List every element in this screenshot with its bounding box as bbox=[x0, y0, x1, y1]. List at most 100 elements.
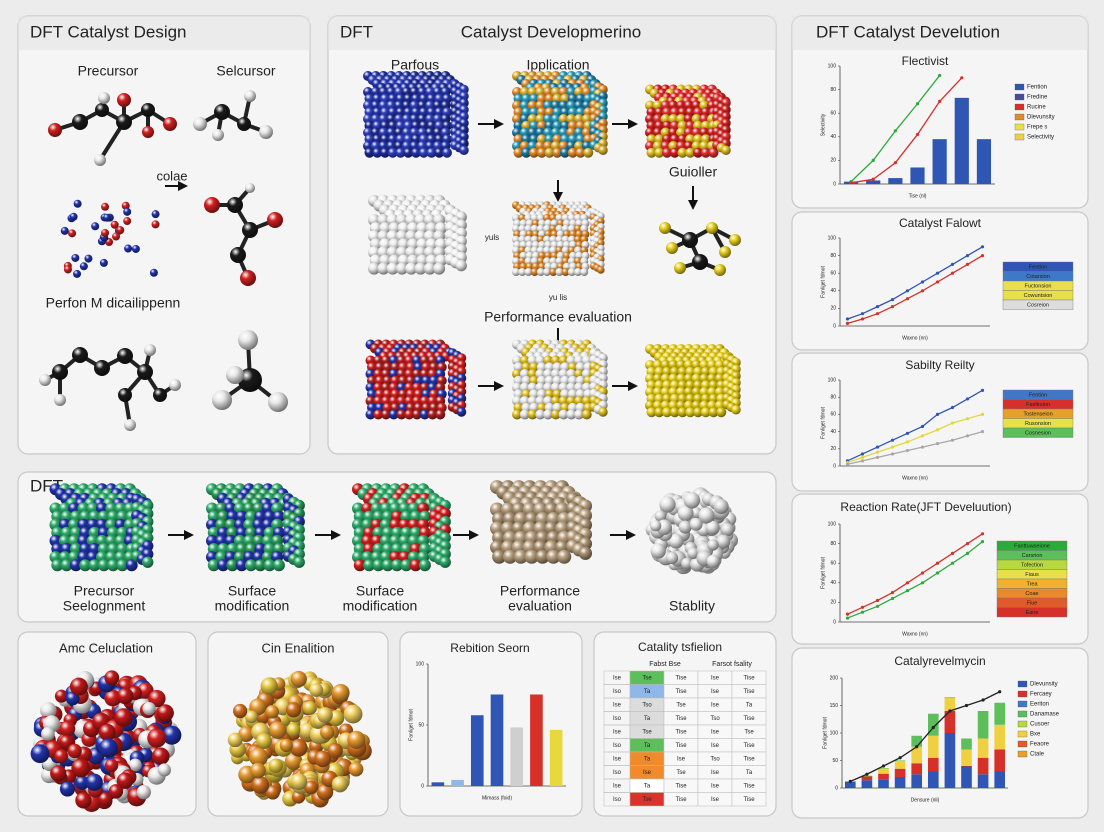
atom bbox=[48, 123, 62, 137]
atom bbox=[381, 409, 391, 420]
table-text: Ise bbox=[613, 757, 622, 763]
atom bbox=[654, 510, 667, 522]
atom bbox=[348, 761, 364, 777]
point bbox=[860, 455, 865, 459]
atom bbox=[372, 559, 385, 572]
atom bbox=[404, 409, 415, 420]
bar bbox=[431, 782, 445, 786]
point bbox=[845, 612, 850, 616]
atom bbox=[714, 264, 726, 276]
y-tick-label: 40 bbox=[830, 429, 836, 435]
atom bbox=[75, 792, 92, 809]
bar bbox=[994, 724, 1006, 750]
y-tick-label: 0 bbox=[833, 181, 836, 187]
atom bbox=[411, 147, 421, 158]
atom bbox=[654, 147, 665, 158]
atom bbox=[63, 265, 72, 274]
atom bbox=[561, 268, 570, 276]
atom bbox=[245, 710, 258, 724]
legend-label: Bxe bbox=[1030, 732, 1041, 738]
atom bbox=[227, 197, 243, 213]
atom bbox=[423, 262, 436, 275]
atom bbox=[51, 559, 64, 572]
atom bbox=[238, 330, 258, 350]
atom bbox=[669, 407, 680, 418]
line bbox=[847, 246, 983, 320]
table-text: Iso bbox=[613, 797, 622, 803]
atom bbox=[716, 534, 731, 549]
atom bbox=[240, 270, 256, 286]
point bbox=[920, 434, 925, 438]
atom bbox=[107, 559, 120, 572]
bar bbox=[888, 178, 903, 184]
atom bbox=[364, 147, 375, 158]
step-label: Surface bbox=[356, 583, 404, 599]
legend-swatch bbox=[1014, 133, 1025, 141]
atom bbox=[698, 507, 715, 524]
atom bbox=[75, 775, 90, 790]
legend-swatch bbox=[1017, 680, 1028, 688]
legend-label: Fiue bbox=[1027, 600, 1038, 606]
atom bbox=[123, 207, 132, 216]
chart-title: Flectivist bbox=[902, 54, 949, 68]
atom bbox=[118, 388, 132, 402]
table-cell bbox=[731, 792, 767, 807]
point bbox=[893, 161, 897, 165]
panel-title: Cin Enalition bbox=[262, 640, 335, 655]
table-text: Ise bbox=[711, 703, 720, 709]
y-tick-label: 150 bbox=[830, 703, 839, 709]
atom bbox=[502, 549, 517, 564]
legend-label: Fercaey bbox=[1030, 692, 1052, 698]
atom bbox=[97, 559, 110, 572]
point bbox=[980, 540, 985, 544]
point bbox=[905, 297, 910, 301]
atom bbox=[683, 492, 701, 509]
bar bbox=[911, 763, 923, 775]
bar bbox=[994, 702, 1006, 725]
point bbox=[948, 709, 952, 713]
legend-swatch bbox=[996, 607, 1068, 618]
point bbox=[920, 424, 925, 429]
atom bbox=[214, 104, 230, 120]
point bbox=[845, 321, 850, 325]
point bbox=[860, 452, 865, 456]
header-band bbox=[328, 16, 776, 50]
point bbox=[898, 756, 902, 760]
legend-swatch bbox=[1014, 83, 1025, 91]
y-tick-label: 40 bbox=[830, 580, 836, 586]
atom bbox=[395, 262, 408, 275]
table-text: Tise bbox=[743, 676, 755, 682]
point bbox=[965, 397, 970, 401]
atom bbox=[103, 213, 112, 222]
table-text: Ise bbox=[677, 757, 686, 763]
atom bbox=[272, 559, 285, 572]
table-text: Ise bbox=[711, 743, 720, 749]
atom bbox=[380, 147, 390, 158]
atom bbox=[94, 360, 110, 376]
point bbox=[890, 445, 895, 449]
table-text: Tise bbox=[743, 743, 755, 749]
atom bbox=[700, 147, 711, 158]
point bbox=[915, 132, 920, 137]
atom bbox=[245, 559, 257, 572]
atom bbox=[729, 234, 741, 246]
atom bbox=[268, 392, 288, 412]
legend-label: Fention bbox=[1027, 85, 1047, 91]
atom bbox=[242, 222, 258, 238]
point bbox=[981, 698, 985, 702]
point bbox=[905, 440, 910, 444]
atom bbox=[151, 210, 160, 219]
legend-label: Trea bbox=[1026, 581, 1038, 587]
point bbox=[890, 438, 895, 442]
legend-label: Rusonsion bbox=[1025, 421, 1051, 427]
point bbox=[905, 289, 910, 293]
atom bbox=[151, 747, 170, 766]
table-text: Ta bbox=[644, 784, 651, 790]
bar bbox=[977, 738, 989, 758]
legend-swatch bbox=[1017, 690, 1028, 698]
table-text: Ta bbox=[644, 689, 651, 695]
atom bbox=[527, 409, 538, 420]
atom bbox=[156, 704, 174, 722]
atom bbox=[693, 407, 703, 418]
atom bbox=[677, 147, 688, 158]
